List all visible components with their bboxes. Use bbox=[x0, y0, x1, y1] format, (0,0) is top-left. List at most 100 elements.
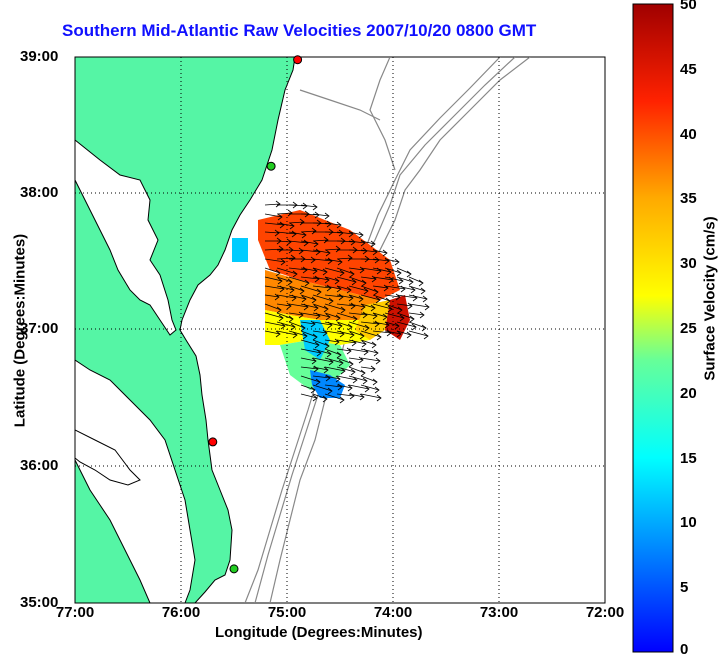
velocity-arrow bbox=[360, 303, 376, 309]
velocity-arrow bbox=[348, 393, 365, 398]
velocity-arrowhead bbox=[287, 209, 293, 217]
velocity-arrowhead bbox=[290, 323, 296, 331]
velocity-arrow bbox=[336, 285, 352, 291]
velocity-arrowhead bbox=[410, 286, 416, 294]
velocity-arrow bbox=[264, 321, 286, 327]
velocity-arrow bbox=[372, 312, 388, 318]
velocity-arrow bbox=[312, 357, 334, 363]
colorbar-title: Surface Velocity (cm/s) bbox=[701, 216, 719, 381]
velocity-arrowhead bbox=[364, 385, 370, 393]
velocity-arrowhead bbox=[304, 210, 310, 218]
velocity-arrow bbox=[348, 267, 365, 271]
velocity-arrow bbox=[312, 375, 331, 379]
velocity-arrow bbox=[384, 276, 404, 282]
velocity-arrow bbox=[348, 231, 364, 236]
velocity-arrow bbox=[324, 294, 344, 298]
velocity-arrow bbox=[396, 276, 414, 283]
velocity-arrowhead bbox=[336, 221, 342, 229]
velocity-arrow bbox=[348, 348, 369, 353]
x-tick-label: 74:00 bbox=[373, 604, 413, 621]
velocity-arrowhead bbox=[396, 330, 402, 338]
velocity-arrow bbox=[360, 321, 380, 325]
velocity-arrowhead bbox=[422, 295, 428, 303]
velocity-arrow bbox=[264, 258, 286, 263]
velocity-arrowhead bbox=[311, 357, 317, 365]
velocity-arrow bbox=[372, 267, 392, 273]
velocity-arrow bbox=[348, 384, 370, 390]
velocity-arrowhead bbox=[303, 239, 309, 247]
velocity-arrowhead bbox=[336, 285, 342, 293]
velocity-arrow bbox=[348, 339, 367, 345]
velocity-arrowhead bbox=[335, 314, 341, 322]
velocity-arrowhead bbox=[370, 240, 376, 248]
velocity-arrowhead bbox=[335, 375, 341, 383]
velocity-arrow bbox=[360, 339, 377, 346]
velocity-arrowhead bbox=[374, 386, 380, 394]
velocity-arrowhead bbox=[323, 236, 329, 244]
velocity-arrowhead bbox=[394, 322, 400, 330]
colorbar-tick: 25 bbox=[680, 320, 697, 337]
velocity-arrowhead bbox=[292, 201, 298, 209]
velocity-arrowhead bbox=[386, 268, 392, 276]
velocity-arrowhead bbox=[419, 311, 425, 319]
velocity-arrow bbox=[312, 339, 330, 347]
velocity-arrowhead bbox=[376, 394, 382, 402]
velocity-arrow bbox=[324, 348, 342, 356]
velocity-arrowhead bbox=[423, 332, 429, 340]
velocity-arrow bbox=[336, 339, 357, 344]
velocity-arrow bbox=[324, 330, 345, 335]
velocity-arrowhead bbox=[339, 396, 345, 404]
velocity-arrow bbox=[276, 212, 293, 215]
x-tick-label: 77:00 bbox=[55, 604, 95, 621]
velocity-arrowhead bbox=[288, 315, 294, 323]
velocity-arrow bbox=[312, 312, 331, 318]
velocity-arrow bbox=[288, 321, 306, 329]
velocity-arrow bbox=[288, 330, 308, 337]
velocity-arrow bbox=[396, 285, 416, 291]
velocity-arrow bbox=[312, 348, 332, 355]
velocity-arrowhead bbox=[316, 219, 322, 227]
velocity-arrow bbox=[408, 330, 429, 337]
velocity-arrowhead bbox=[350, 302, 356, 310]
velocity-arrow bbox=[372, 276, 394, 281]
velocity-arrowhead bbox=[286, 302, 292, 310]
velocity-arrowhead bbox=[301, 231, 307, 239]
velocity-arrow bbox=[288, 294, 307, 300]
velocity-arrowhead bbox=[315, 248, 321, 256]
x-axis-title: Longitude (Degrees:Minutes) bbox=[215, 624, 423, 641]
velocity-arrow bbox=[408, 321, 427, 329]
velocity-arrowhead bbox=[406, 270, 412, 278]
velocity-arrow bbox=[312, 239, 329, 242]
velocity-arrowhead bbox=[301, 295, 307, 303]
velocity-arrowhead bbox=[386, 329, 392, 337]
colorbar-tick: 50 bbox=[680, 0, 697, 13]
velocity-arrowhead bbox=[346, 286, 352, 294]
velocity-arrowhead bbox=[322, 395, 328, 403]
velocity-arrowhead bbox=[328, 297, 334, 305]
velocity-arrowhead bbox=[340, 367, 346, 375]
velocity-arrowhead bbox=[312, 333, 318, 341]
velocity-arrow bbox=[324, 222, 342, 226]
velocity-arrowhead bbox=[340, 306, 346, 314]
velocity-arrow bbox=[324, 339, 340, 343]
colorbar-tick: 45 bbox=[680, 61, 697, 78]
velocity-arrowhead bbox=[316, 288, 322, 296]
velocity-arrow bbox=[312, 222, 332, 225]
velocity-arrowhead bbox=[275, 330, 281, 338]
velocity-arrowhead bbox=[292, 270, 298, 278]
velocity-arrowhead bbox=[310, 386, 316, 394]
velocity-arrowhead bbox=[408, 278, 414, 286]
velocity-arrow bbox=[276, 321, 296, 328]
velocity-arrowhead bbox=[274, 293, 280, 301]
velocity-arrow bbox=[336, 312, 358, 320]
velocity-arrowhead bbox=[337, 258, 343, 266]
velocity-arrowhead bbox=[324, 276, 330, 284]
velocity-arrow bbox=[288, 285, 305, 292]
velocity-arrowhead bbox=[351, 278, 357, 286]
grid-lines bbox=[75, 57, 605, 603]
velocity-arrowhead bbox=[337, 383, 343, 391]
station-marker bbox=[229, 564, 239, 574]
velocity-arrow bbox=[360, 312, 378, 317]
velocity-arrow bbox=[372, 285, 389, 289]
velocity-arrowhead bbox=[339, 269, 345, 277]
